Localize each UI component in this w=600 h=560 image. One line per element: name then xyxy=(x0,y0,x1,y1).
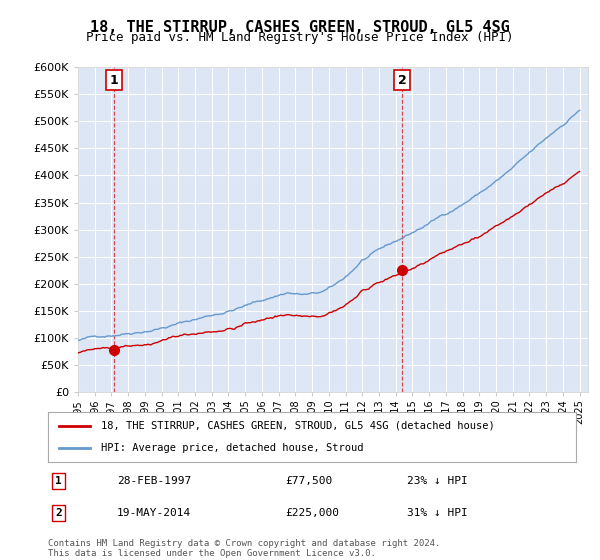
Text: 18, THE STIRRUP, CASHES GREEN, STROUD, GL5 4SG: 18, THE STIRRUP, CASHES GREEN, STROUD, G… xyxy=(90,20,510,35)
Text: 19-MAY-2014: 19-MAY-2014 xyxy=(116,508,191,518)
Text: HPI: Average price, detached house, Stroud: HPI: Average price, detached house, Stro… xyxy=(101,443,364,453)
Text: This data is licensed under the Open Government Licence v3.0.: This data is licensed under the Open Gov… xyxy=(48,549,376,558)
Text: 1: 1 xyxy=(55,476,62,486)
Text: Contains HM Land Registry data © Crown copyright and database right 2024.: Contains HM Land Registry data © Crown c… xyxy=(48,539,440,548)
Text: 2: 2 xyxy=(55,508,62,518)
Text: £225,000: £225,000 xyxy=(286,508,340,518)
Text: £77,500: £77,500 xyxy=(286,476,333,486)
Text: 31% ↓ HPI: 31% ↓ HPI xyxy=(407,508,468,518)
Text: 23% ↓ HPI: 23% ↓ HPI xyxy=(407,476,468,486)
Text: 1: 1 xyxy=(110,74,119,87)
Text: Price paid vs. HM Land Registry's House Price Index (HPI): Price paid vs. HM Land Registry's House … xyxy=(86,31,514,44)
Text: 28-FEB-1997: 28-FEB-1997 xyxy=(116,476,191,486)
Text: 2: 2 xyxy=(398,74,406,87)
Text: 18, THE STIRRUP, CASHES GREEN, STROUD, GL5 4SG (detached house): 18, THE STIRRUP, CASHES GREEN, STROUD, G… xyxy=(101,421,494,431)
